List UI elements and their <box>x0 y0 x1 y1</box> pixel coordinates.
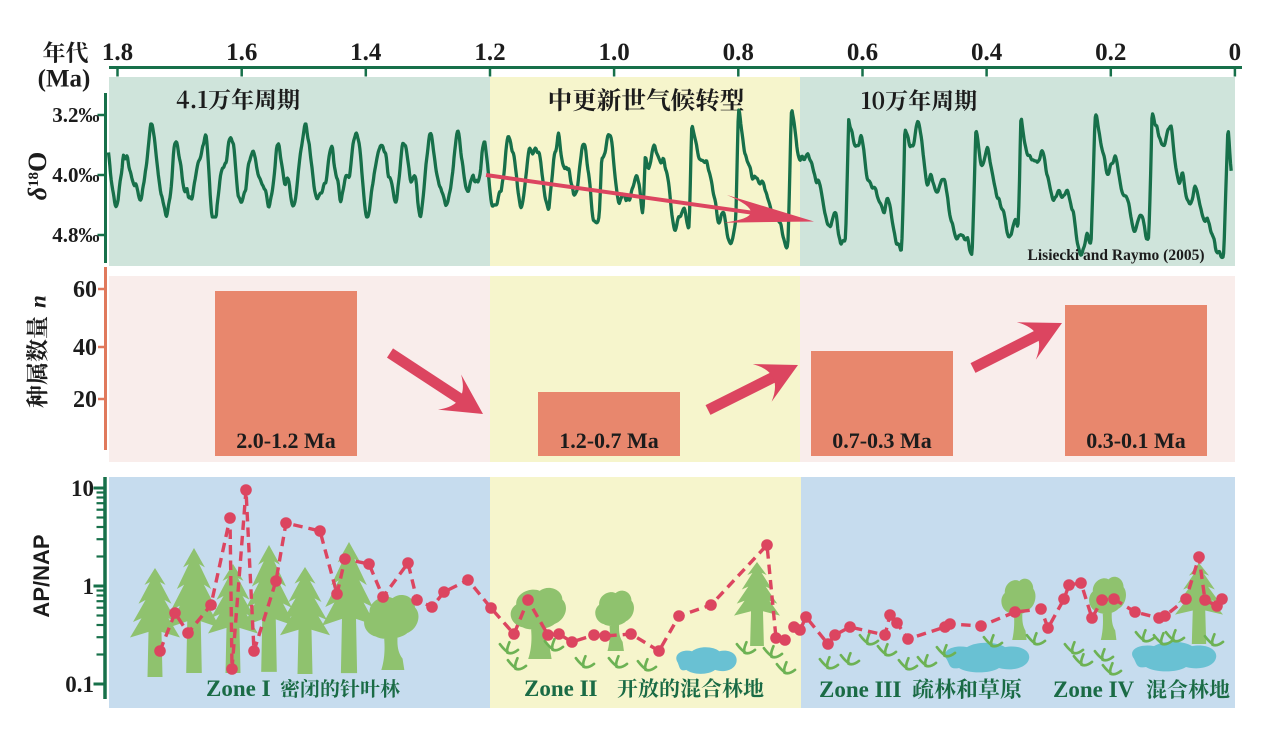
svg-text:20: 20 <box>73 387 97 413</box>
svg-text:0: 0 <box>1229 39 1242 66</box>
svg-text:1.2: 1.2 <box>474 39 505 66</box>
svg-text:0.6: 0.6 <box>847 39 878 66</box>
svg-text:2.0-1.2 Ma: 2.0-1.2 Ma <box>236 428 336 453</box>
svg-text:4.8‰: 4.8‰ <box>52 223 99 247</box>
svg-text:1.0: 1.0 <box>598 39 629 66</box>
svg-text:0.2: 0.2 <box>1095 39 1126 66</box>
svg-text:0.7-0.3 Ma: 0.7-0.3 Ma <box>832 428 932 453</box>
svg-text:Lisiecki and Raymo (2005): Lisiecki and Raymo (2005) <box>1028 247 1205 264</box>
svg-text:Zone II: Zone II <box>524 676 598 701</box>
svg-text:0.8: 0.8 <box>723 39 754 66</box>
svg-text:10: 10 <box>71 476 94 501</box>
svg-text:Zone I: Zone I <box>206 676 271 701</box>
svg-text:(Ma): (Ma) <box>38 66 91 93</box>
svg-text:0.1: 0.1 <box>65 672 94 697</box>
svg-text:Zone III: Zone III <box>819 677 901 702</box>
svg-text:1.2-0.7 Ma: 1.2-0.7 Ma <box>559 428 659 453</box>
svg-text:1.6: 1.6 <box>226 39 257 66</box>
svg-text:0.4: 0.4 <box>971 39 1003 66</box>
svg-text:40: 40 <box>73 335 97 361</box>
svg-text:1: 1 <box>83 574 95 599</box>
svg-text:4.0‰: 4.0‰ <box>52 163 99 187</box>
svg-text:n: n <box>26 295 51 308</box>
svg-text:Zone IV: Zone IV <box>1053 677 1135 702</box>
svg-text:1.8: 1.8 <box>102 39 133 66</box>
svg-text:3.2‰: 3.2‰ <box>52 103 99 127</box>
svg-text:δ18O: δ18O <box>23 152 52 201</box>
svg-text:60: 60 <box>73 277 97 303</box>
svg-text:0.3-0.1 Ma: 0.3-0.1 Ma <box>1086 428 1186 453</box>
svg-text:1.4: 1.4 <box>350 39 382 66</box>
svg-text:AP/NAP: AP/NAP <box>29 534 54 617</box>
